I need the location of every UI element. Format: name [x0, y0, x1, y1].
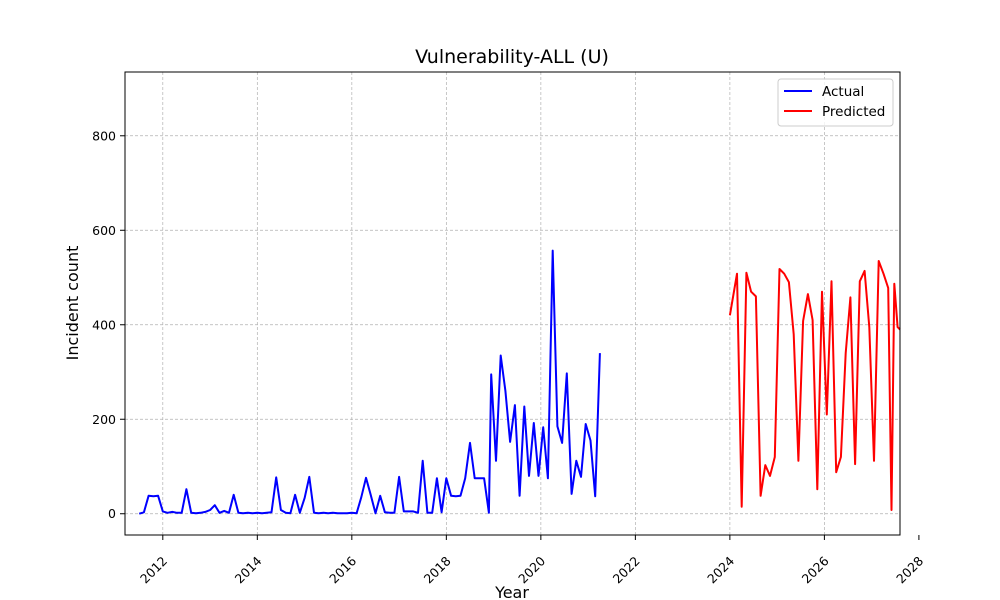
x-axis: 2012 2014 2016 2018 2020 2022 2024 2026 2028 [137, 535, 926, 586]
x-tick-label: 2020 [515, 553, 548, 586]
legend-label-predicted: Predicted [822, 104, 885, 120]
series-line-predicted [728, 260, 901, 511]
plot-frame [124, 71, 901, 536]
x-tick-label: 2016 [326, 553, 359, 586]
y-tick-label: 600 [92, 223, 116, 238]
x-tick-label: 2024 [704, 553, 737, 586]
y-axis-label: Incident count [63, 246, 82, 361]
y-tick-label: 800 [92, 128, 116, 143]
x-tick-label: 2028 [893, 553, 926, 586]
legend: Actual Predicted [777, 78, 894, 127]
series-line-actual [138, 249, 601, 515]
x-tick-label: 2026 [799, 553, 832, 586]
series-lines [138, 249, 901, 515]
grid-lines [125, 72, 900, 535]
x-tick-label: 2018 [421, 553, 454, 586]
y-tick-label: 400 [92, 317, 116, 332]
x-tick-label: 2014 [232, 553, 265, 586]
x-tick-label: 2022 [610, 553, 643, 586]
x-axis-label: Year [494, 583, 529, 600]
x-tick-label: 2012 [137, 553, 170, 586]
y-axis: 0 200 400 600 800 [92, 128, 125, 521]
y-tick-label: 0 [108, 506, 116, 521]
y-tick-label: 200 [92, 412, 116, 427]
legend-label-actual: Actual [822, 84, 864, 100]
chart-title: Vulnerability-ALL (U) [415, 46, 609, 68]
